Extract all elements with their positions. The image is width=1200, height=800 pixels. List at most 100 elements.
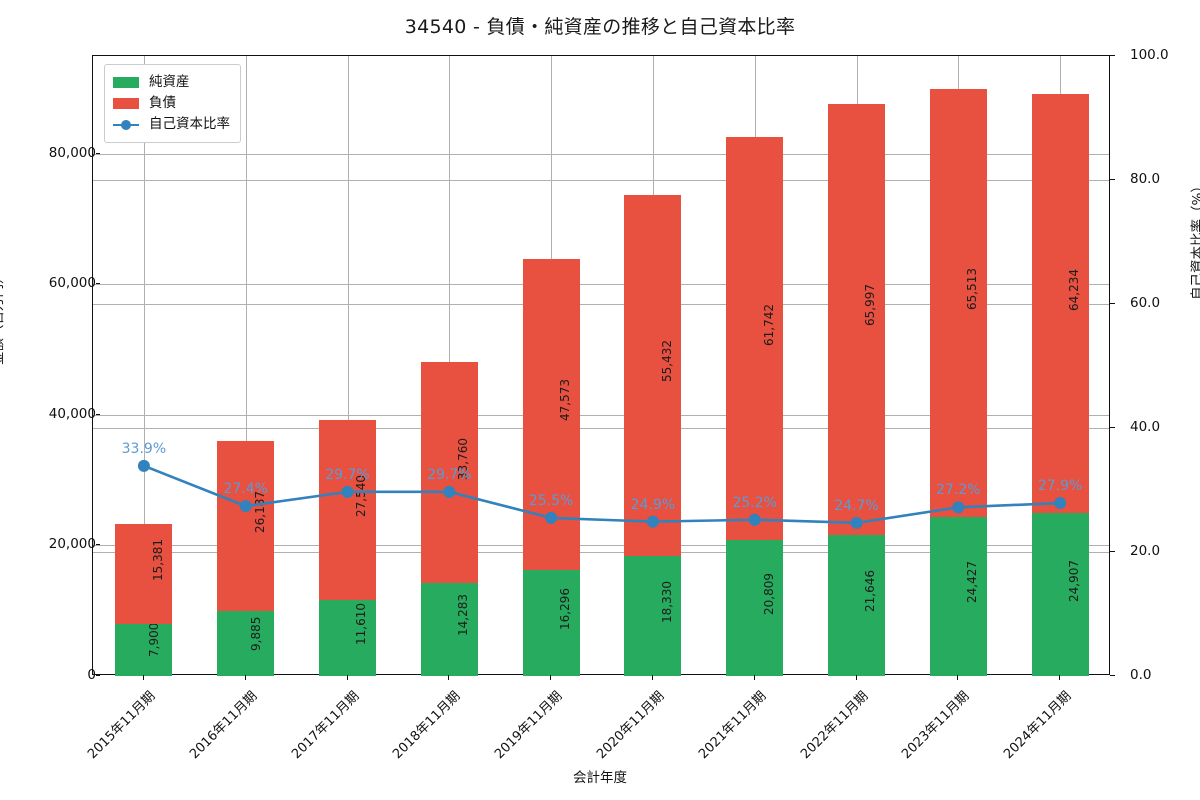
bar-segment-liabilities[interactable]: 65,513: [929, 89, 987, 517]
chart-legend: 純資産 負債 自己資本比率: [104, 64, 241, 143]
bar-label-wrapper: 15,381: [115, 524, 172, 624]
y2-axis-tick-label: 80.0: [1130, 171, 1161, 187]
bar-value-label: 65,997: [863, 284, 878, 327]
y2-axis-tick-label: 60.0: [1130, 295, 1161, 311]
y-axis-tick-label: 60,000: [48, 275, 96, 292]
bar-label-wrapper: 24,907: [1032, 513, 1089, 676]
bar-label-wrapper: 27,540: [319, 420, 376, 600]
bar-label-wrapper: 14,283: [421, 583, 478, 676]
ratio-value-label: 29.7%: [427, 466, 472, 483]
bar-segment-liabilities[interactable]: 27,540: [318, 420, 376, 601]
ratio-value-label: 29.7%: [325, 466, 370, 483]
x-axis-tick-mark: [957, 675, 959, 680]
y-axis-tick-mark: [96, 675, 100, 676]
x-axis-tick-mark: [244, 675, 246, 680]
y2-axis-tick-label: 40.0: [1130, 419, 1161, 435]
y2-axis-tick-mark: [1110, 427, 1115, 428]
y-axis-tick-mark: [96, 283, 100, 285]
bar-label-wrapper: 65,997: [828, 104, 885, 535]
bar-value-label: 64,234: [1067, 268, 1082, 311]
y-axis-tick-mark: [96, 544, 100, 546]
bar-value-label: 26,187: [252, 491, 267, 534]
y-axis-tick-label: 0: [87, 667, 96, 683]
bar-segment-liabilities[interactable]: 64,234: [1031, 94, 1089, 514]
bar-value-label: 15,381: [150, 539, 165, 582]
bar-segment-liabilities[interactable]: 26,187: [217, 440, 275, 612]
bar-value-label: 16,296: [558, 587, 573, 630]
bar-label-wrapper: 18,330: [624, 556, 681, 676]
bar-label-wrapper: 7,900: [115, 623, 172, 676]
bar-label-wrapper: 65,513: [930, 89, 987, 517]
y-axis-tick-label: 80,000: [48, 144, 96, 161]
y-axis-tick-mark: [96, 413, 100, 415]
legend-swatch-green: [113, 77, 139, 88]
bar-segment-net-assets[interactable]: 16,296: [522, 569, 580, 676]
bar-label-wrapper: 16,296: [523, 570, 580, 676]
x-axis-tick-mark: [346, 675, 348, 680]
gridline-horizontal-secondary: [93, 304, 1109, 305]
bar-segment-net-assets[interactable]: 9,885: [217, 611, 275, 676]
y-axis-tick-label: 20,000: [48, 536, 96, 553]
y2-axis-tick-mark: [1110, 179, 1115, 180]
bar-value-label: 18,330: [659, 581, 674, 624]
x-axis-tick-mark: [142, 675, 144, 680]
gridline-horizontal: [93, 153, 1109, 155]
chart-title: 34540 - 負債・純資産の推移と自己資本比率: [404, 16, 796, 38]
ratio-value-label: 27.2%: [936, 482, 981, 499]
gridline-vertical: [245, 56, 247, 674]
legend-item-liabilities: 負債: [113, 93, 230, 114]
bar-segment-liabilities[interactable]: 47,573: [522, 259, 580, 570]
legend-label-equity-ratio: 自己資本比率: [149, 115, 230, 132]
x-axis-label: 会計年度: [573, 770, 627, 786]
bar-segment-net-assets[interactable]: 14,283: [420, 582, 478, 676]
legend-item-equity-ratio: 自己資本比率: [113, 114, 230, 135]
legend-label-liabilities: 負債: [149, 94, 176, 111]
bar-value-label: 20,809: [761, 573, 776, 616]
bar-value-label: 47,573: [558, 379, 573, 422]
bar-segment-liabilities[interactable]: 65,997: [827, 104, 885, 535]
ratio-value-label: 33.9%: [121, 440, 167, 457]
bar-segment-net-assets[interactable]: 21,646: [827, 534, 885, 676]
x-axis-tick-mark: [1059, 675, 1061, 680]
bar-label-wrapper: 21,646: [828, 535, 885, 676]
bar-label-wrapper: 20,809: [726, 540, 783, 676]
gridline-horizontal: [93, 414, 1109, 416]
bar-label-wrapper: 64,234: [1032, 94, 1089, 513]
bar-value-label: 65,513: [965, 267, 980, 310]
bar-label-wrapper: 61,742: [726, 137, 783, 540]
y2-axis-tick-label: 100.0: [1130, 47, 1169, 63]
bar-segment-liabilities[interactable]: 15,381: [115, 524, 173, 625]
bar-segment-net-assets[interactable]: 7,900: [115, 623, 173, 676]
bar-value-label: 55,432: [659, 340, 674, 383]
gridline-horizontal-secondary: [93, 552, 1109, 553]
x-axis-tick-mark: [753, 675, 755, 680]
y-axis-label-left: 金額（百万円）: [0, 270, 6, 366]
gridline-horizontal: [93, 545, 1109, 547]
y2-axis-tick-label: 20.0: [1130, 543, 1161, 559]
legend-swatch-red: [113, 98, 139, 109]
bar-segment-net-assets[interactable]: 24,907: [1031, 513, 1089, 676]
bar-segment-net-assets[interactable]: 11,610: [318, 600, 376, 676]
bar-segment-net-assets[interactable]: 24,427: [929, 516, 987, 676]
x-axis-tick-mark: [550, 675, 552, 680]
bar-label-wrapper: 9,885: [217, 611, 274, 676]
ratio-value-label: 24.9%: [630, 496, 676, 513]
x-axis-tick-mark: [855, 675, 857, 680]
bar-value-label: 61,742: [761, 303, 776, 346]
bar-value-label: 9,885: [248, 616, 263, 651]
y-axis-label-right: 自己資本比率（%）: [1190, 179, 1200, 300]
ratio-value-label: 25.5%: [528, 492, 574, 509]
gridline-vertical: [143, 56, 145, 674]
bar-label-wrapper: 47,573: [523, 259, 580, 569]
plot-area: 7,900 15,381 9,885 26,187 11,610 27,540 14,283…: [92, 55, 1110, 676]
bar-value-label: 21,646: [863, 570, 878, 613]
legend-label-net-assets: 純資産: [149, 73, 190, 90]
y2-axis-tick-mark: [1110, 675, 1115, 676]
bar-segment-liabilities[interactable]: 61,742: [726, 137, 784, 541]
bar-label-wrapper: 11,610: [319, 600, 376, 676]
y2-axis-tick-label: 0.0: [1130, 667, 1152, 683]
x-axis-tick-mark: [651, 675, 653, 680]
bar-segment-net-assets[interactable]: 20,809: [726, 540, 784, 676]
bar-segment-net-assets[interactable]: 18,330: [624, 556, 682, 676]
